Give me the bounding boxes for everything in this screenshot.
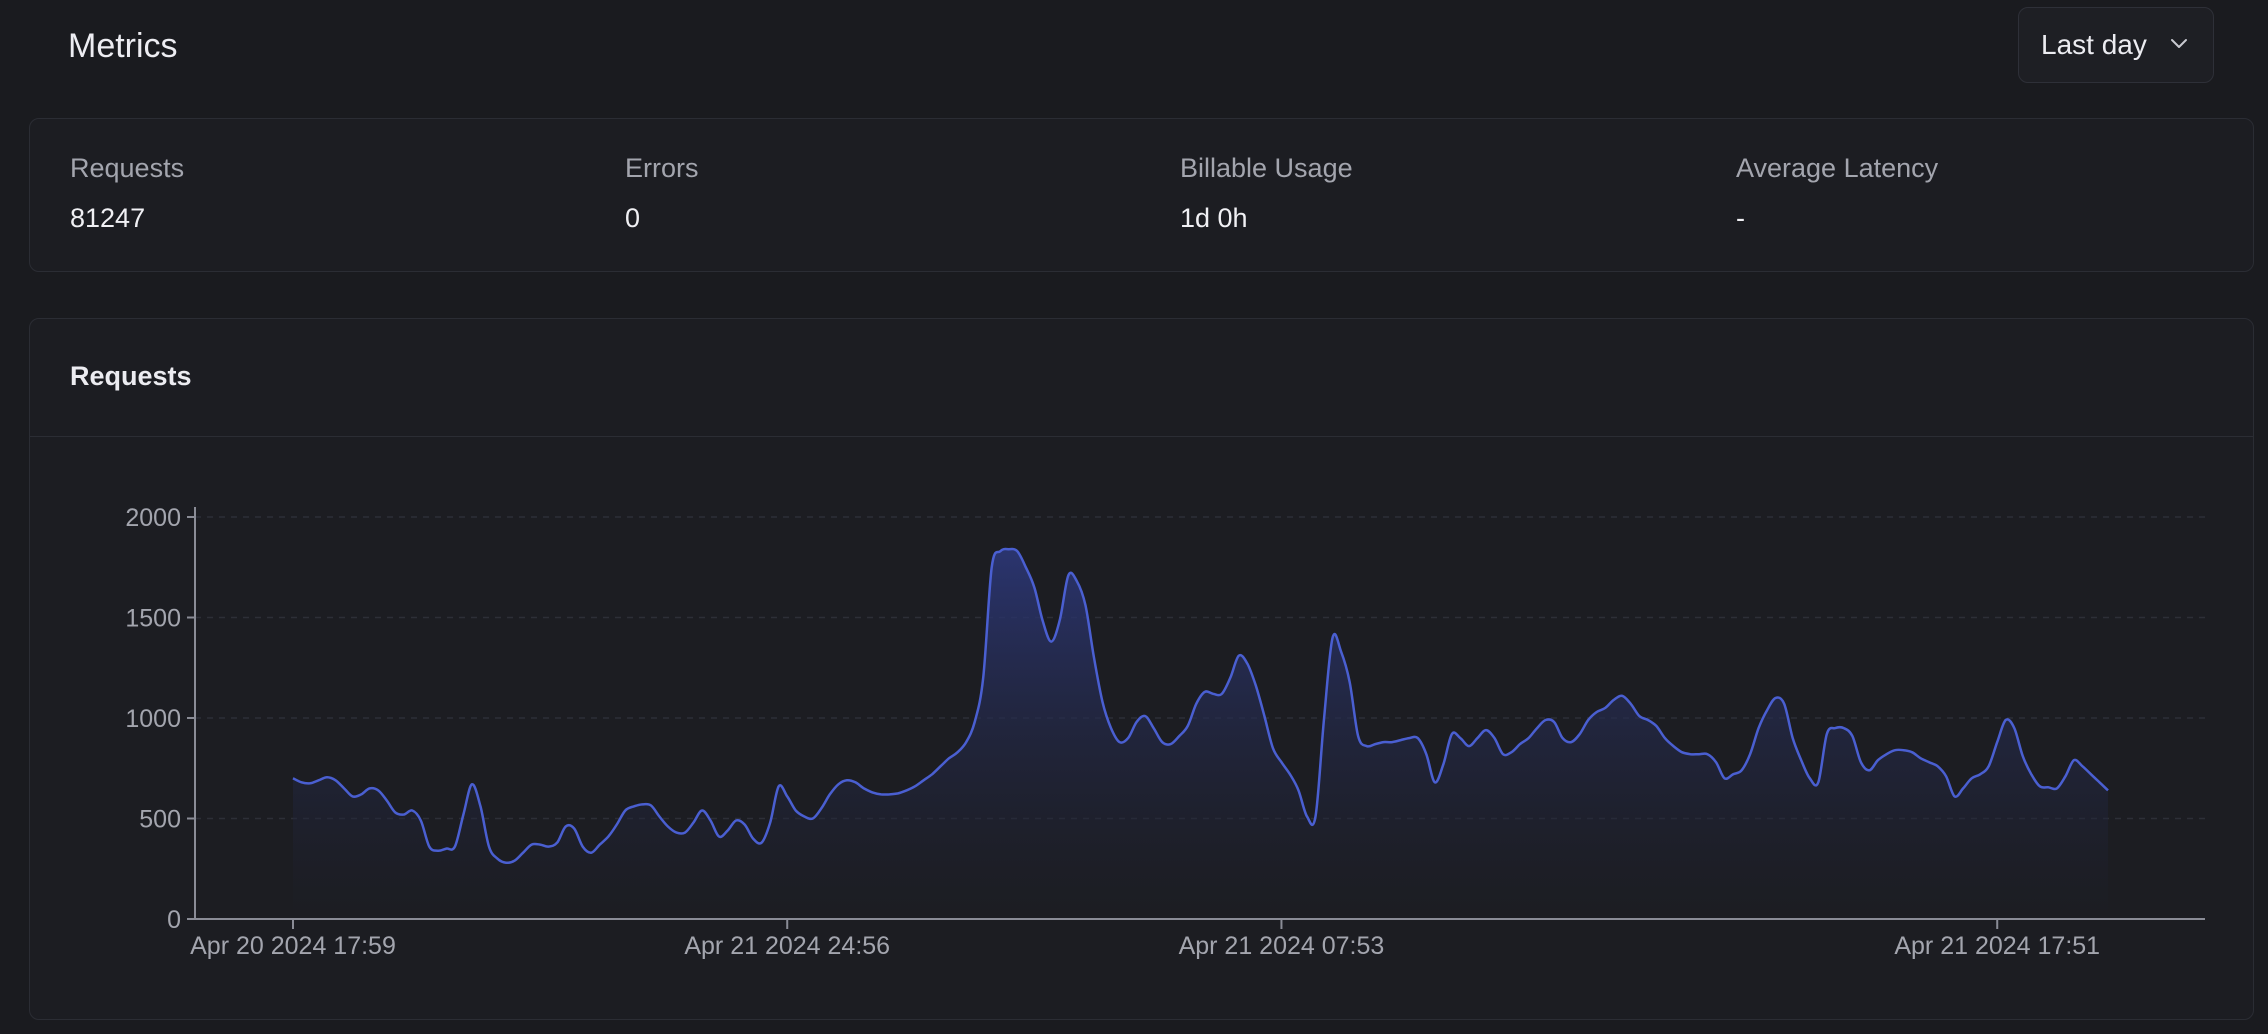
x-tick-label: Apr 20 2024 17:59 [190, 932, 396, 960]
y-tick-label: 1000 [125, 705, 181, 733]
stat-value: 1d 0h [1180, 203, 1248, 233]
page-title: Metrics [68, 27, 178, 65]
chart-title: Requests [70, 361, 192, 391]
chart-header: Requests [30, 319, 2253, 437]
stat-value: 0 [625, 203, 641, 233]
x-tick-label: Apr 21 2024 07:53 [1179, 932, 1385, 960]
stat-label: Errors [625, 153, 699, 183]
requests-chart-card: Requests 0 500 1000 1500 2000 Apr 20 2024 17:… [29, 318, 2254, 1020]
time-range-value: Last day [2041, 29, 2147, 60]
stat-label: Requests [70, 153, 185, 183]
chart-axes: 0 500 1000 1500 2000 Apr 20 2024 17:59 Apr 21 … [125, 504, 2205, 960]
stat-value: - [1736, 203, 1745, 233]
y-tick-label: 1500 [125, 605, 181, 633]
stat-value: 81247 [70, 203, 146, 233]
y-tick-label: 2000 [125, 504, 181, 532]
stat-label: Average Latency [1736, 153, 1939, 183]
stat-label: Billable Usage [1180, 153, 1353, 183]
chart-series-area [292, 547, 2109, 919]
chevron-down-icon [2171, 39, 2187, 48]
series-area-fill [293, 549, 2108, 919]
x-tick-label: Apr 21 2024 17:51 [1894, 932, 2100, 960]
time-range-select[interactable]: Last day [2018, 7, 2214, 83]
x-tick-label: Apr 21 2024 24:56 [684, 932, 890, 960]
series-line [292, 547, 2109, 865]
y-tick-label: 0 [167, 906, 181, 934]
requests-chart[interactable]: 0 500 1000 1500 2000 Apr 20 2024 17:59 Apr 21 … [30, 319, 2254, 1020]
y-tick-label: 500 [139, 806, 181, 834]
stats-card: Requests 81247 Errors 0 Billable Usage 1… [29, 118, 2254, 272]
